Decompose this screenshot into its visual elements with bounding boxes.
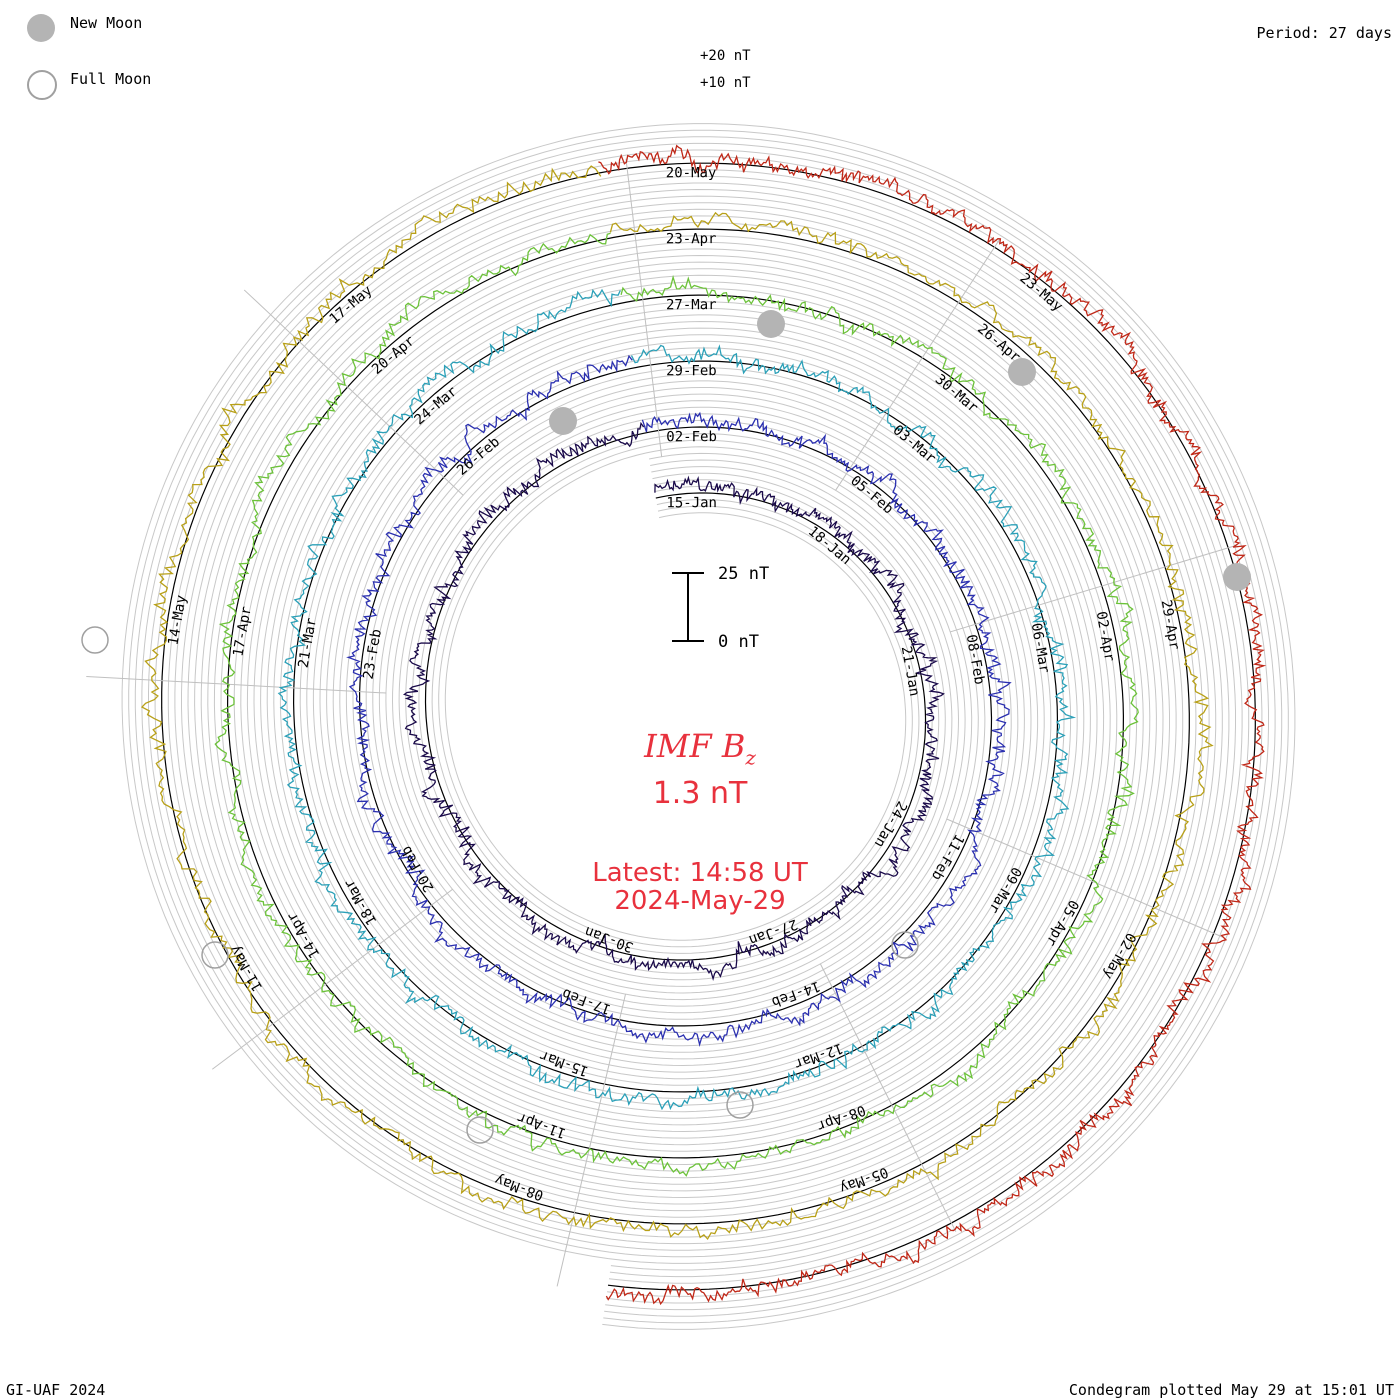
date-tick-label: 15-Jan	[666, 495, 717, 511]
full-moon-marker	[81, 626, 109, 654]
series-line-rotation-6	[598, 144, 1267, 1306]
full-moon-marker	[726, 1091, 754, 1119]
plotted-label: Condegram plotted May 29 at 15:01 UT	[1068, 1381, 1394, 1399]
date-spoke-line	[243, 289, 464, 496]
date-spoke-line	[625, 158, 663, 457]
grid-spiral-line	[141, 142, 1276, 1311]
date-tick-label: 21-Mar	[296, 617, 320, 670]
date-spoke-line	[86, 675, 387, 694]
full-moon-marker	[891, 931, 919, 959]
new-moon-marker	[1008, 358, 1036, 386]
full-moon-marker	[466, 1116, 494, 1144]
date-spoke-line	[212, 888, 453, 1070]
date-tick-label: 14-May	[165, 594, 189, 647]
series-line-rotation-5	[140, 165, 1214, 1241]
grid-spiral-line	[134, 136, 1283, 1317]
period-label: Period: 27 days	[1256, 24, 1392, 42]
grid-spiral-line	[181, 182, 1236, 1271]
chart-title-main: IMF B	[644, 727, 746, 765]
date-tick-label: 11-Feb	[928, 831, 967, 883]
current-value: 1.3 nT	[652, 776, 748, 811]
date-tick-label: 08-Feb	[963, 633, 988, 686]
grid-spiral-line	[167, 169, 1250, 1284]
full-moon-legend-icon	[27, 70, 57, 100]
latest-time: Latest: 14:58 UT	[592, 858, 808, 888]
grid-spiral-line	[128, 129, 1289, 1324]
date-tick-label: 20-May	[666, 165, 717, 181]
grid-spiral-line	[148, 149, 1269, 1304]
new-moon-marker	[757, 310, 785, 338]
date-spoke-line	[556, 993, 627, 1287]
date-tick-label: 29-Feb	[666, 363, 717, 379]
date-tick-label: 02-Apr	[1093, 610, 1118, 663]
credit-label: GI-UAF 2024	[6, 1381, 106, 1399]
series-line-rotation-3	[277, 288, 1077, 1111]
series-line-rotation-1	[402, 421, 945, 982]
series-line-rotation-2	[346, 354, 1012, 1047]
new-moon-legend-label: New Moon	[70, 14, 143, 32]
date-tick-label: 23-Apr	[666, 231, 717, 247]
date-tick-label: 06-Mar	[1028, 622, 1053, 675]
grid-spiral-line	[121, 123, 1296, 1330]
latest-date: 2024-May-29	[614, 886, 786, 916]
grid-spiral-line	[174, 175, 1243, 1278]
date-tick-label: 17-Apr	[230, 605, 254, 658]
chart-title: IMF Bz	[500, 727, 900, 769]
date-tick-label: 05-Apr	[1042, 897, 1081, 949]
scale-bar-top-label: 25 nT	[718, 564, 770, 584]
scale-label-plus10: +10 nT	[700, 75, 751, 91]
new-moon-marker	[1223, 563, 1251, 591]
date-spoke-line	[819, 963, 957, 1232]
chart-title-sub: z	[745, 745, 756, 770]
scale-bar-bottom-label: 0 nT	[718, 632, 759, 652]
date-tick-label: 23-Feb	[361, 628, 385, 681]
full-moon-marker	[201, 941, 229, 969]
date-tick-label: 02-Feb	[666, 429, 717, 445]
zero-spiral-line	[161, 162, 1256, 1291]
new-moon-marker	[549, 407, 577, 435]
series-line-rotation-4	[214, 232, 1139, 1177]
scale-label-plus20: +20 nT	[700, 48, 751, 64]
date-spoke-line	[835, 238, 1001, 491]
date-spoke-line	[949, 544, 1238, 633]
new-moon-legend-icon	[27, 14, 55, 42]
date-tick-label: 29-Apr	[1158, 599, 1183, 652]
date-tick-label: 08-Apr	[815, 1101, 868, 1133]
full-moon-legend-label: Full Moon	[70, 70, 152, 88]
date-tick-label: 27-Mar	[666, 297, 717, 313]
date-spoke-line	[946, 818, 1223, 938]
